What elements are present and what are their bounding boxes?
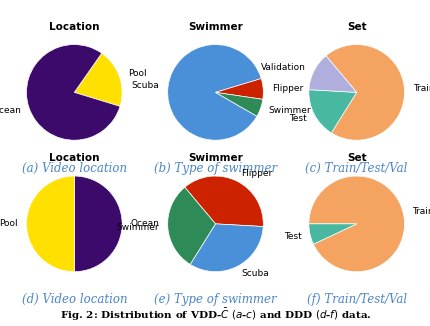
Wedge shape [190,224,263,272]
Wedge shape [74,176,122,272]
Text: Test: Test [283,232,301,241]
Title: Swimmer: Swimmer [187,22,243,32]
Text: (a) Video location: (a) Video location [22,162,126,175]
Text: Flipper: Flipper [240,169,271,178]
Wedge shape [74,53,122,106]
Text: Ocean: Ocean [130,219,159,228]
Wedge shape [215,92,262,116]
Title: Location: Location [49,22,99,32]
Text: Pool: Pool [127,69,146,79]
Text: (e) Type of swimmer: (e) Type of swimmer [154,293,276,306]
Wedge shape [308,224,356,244]
Text: Ocean: Ocean [0,106,21,115]
Title: Set: Set [346,22,366,32]
Title: Swimmer: Swimmer [187,153,243,163]
Wedge shape [26,176,74,272]
Text: Swimmer: Swimmer [117,223,159,232]
Wedge shape [308,176,404,272]
Text: Fig. 2: Distribution of VDD-$\bar{C}$ $(a$-$c)$ and DDD $(d$-$f)$ data.: Fig. 2: Distribution of VDD-$\bar{C}$ $(… [59,307,371,323]
Title: Location: Location [49,153,99,163]
Text: Train: Train [411,207,430,216]
Wedge shape [308,56,356,92]
Text: Pool: Pool [0,219,18,228]
Text: (d) Video location: (d) Video location [22,293,127,306]
Wedge shape [167,187,215,264]
Text: Swimmer: Swimmer [268,106,311,115]
Text: Scuba: Scuba [241,270,269,278]
Wedge shape [308,90,356,133]
Text: Test: Test [288,114,306,123]
Wedge shape [167,45,261,140]
Wedge shape [184,176,263,227]
Text: (c) Train/Test/Val: (c) Train/Test/Val [305,162,407,175]
Text: Validation: Validation [261,63,306,72]
Text: Flipper: Flipper [271,84,302,93]
Text: (f) Train/Test/Val: (f) Train/Test/Val [306,293,406,306]
Text: (b) Type of swimmer: (b) Type of swimmer [154,162,276,175]
Title: Set: Set [346,153,366,163]
Wedge shape [215,79,263,99]
Text: Scuba: Scuba [132,82,159,90]
Wedge shape [26,45,120,140]
Text: Training: Training [412,84,430,93]
Wedge shape [325,45,404,140]
